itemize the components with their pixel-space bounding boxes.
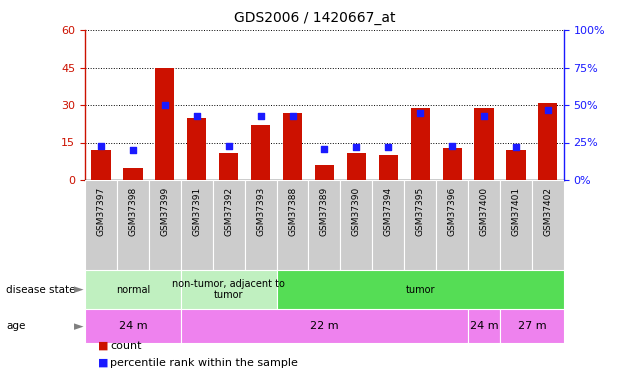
Text: count: count [110, 340, 142, 351]
Bar [181, 270, 277, 309]
Bar [181, 309, 468, 343]
Bar [538, 102, 558, 180]
Bar [507, 150, 525, 180]
Point [319, 146, 329, 152]
Text: age: age [6, 321, 26, 331]
Bar [315, 165, 334, 180]
Bar [372, 180, 404, 270]
Point [447, 142, 457, 148]
Text: 27 m: 27 m [518, 321, 546, 331]
Bar [155, 68, 175, 180]
Point [415, 110, 425, 116]
Point [256, 112, 266, 118]
Bar [85, 309, 181, 343]
Text: disease state: disease state [6, 285, 76, 295]
Text: GDS2006 / 1420667_at: GDS2006 / 1420667_at [234, 11, 396, 25]
Point [479, 112, 489, 118]
Bar [181, 180, 213, 270]
Text: GSM37401: GSM37401 [512, 187, 520, 236]
Bar [149, 180, 181, 270]
Point [224, 142, 234, 148]
Bar [532, 180, 564, 270]
Bar [468, 309, 500, 343]
Bar [251, 125, 270, 180]
Text: GSM37390: GSM37390 [352, 187, 361, 237]
Bar [277, 270, 564, 309]
Bar [213, 180, 244, 270]
Bar [117, 180, 149, 270]
Text: ►: ► [74, 320, 84, 333]
Text: GSM37396: GSM37396 [448, 187, 457, 237]
Text: 24 m: 24 m [470, 321, 498, 331]
Text: non-tumor, adjacent to
tumor: non-tumor, adjacent to tumor [172, 279, 285, 300]
Text: tumor: tumor [406, 285, 435, 295]
Bar [283, 112, 302, 180]
Point [511, 144, 521, 150]
Text: GSM37391: GSM37391 [192, 187, 201, 237]
Bar [474, 108, 494, 180]
Text: GSM37389: GSM37389 [320, 187, 329, 237]
Bar [123, 168, 142, 180]
Text: GSM37402: GSM37402 [544, 187, 553, 236]
Point [352, 144, 362, 150]
Text: GSM37394: GSM37394 [384, 187, 392, 236]
Text: percentile rank within the sample: percentile rank within the sample [110, 357, 298, 368]
Bar [219, 153, 238, 180]
Text: GSM37393: GSM37393 [256, 187, 265, 237]
Bar [468, 180, 500, 270]
Bar [379, 155, 398, 180]
Text: 22 m: 22 m [310, 321, 339, 331]
Bar [91, 150, 111, 180]
Bar [85, 270, 181, 309]
Point [543, 106, 553, 112]
Bar [244, 180, 277, 270]
Bar [436, 180, 468, 270]
Bar [277, 180, 309, 270]
Point [128, 147, 138, 153]
Point [383, 144, 393, 150]
Text: normal: normal [116, 285, 150, 295]
Bar [500, 309, 564, 343]
Point [96, 142, 106, 148]
Bar [411, 108, 430, 180]
Bar [340, 180, 372, 270]
Bar [187, 117, 207, 180]
Bar [85, 180, 117, 270]
Text: GSM37392: GSM37392 [224, 187, 233, 236]
Text: GSM37398: GSM37398 [129, 187, 137, 237]
Bar [346, 153, 366, 180]
Text: GSM37399: GSM37399 [161, 187, 169, 237]
Text: GSM37397: GSM37397 [96, 187, 105, 237]
Text: GSM37395: GSM37395 [416, 187, 425, 237]
Point [287, 112, 297, 118]
Text: 24 m: 24 m [118, 321, 147, 331]
Text: GSM37388: GSM37388 [288, 187, 297, 237]
Text: ■: ■ [98, 340, 108, 351]
Text: ■: ■ [98, 357, 108, 368]
Bar [309, 180, 340, 270]
Point [160, 102, 170, 108]
Bar [500, 180, 532, 270]
Bar [442, 147, 462, 180]
Text: ►: ► [74, 283, 84, 296]
Bar [404, 180, 436, 270]
Point [192, 112, 202, 118]
Text: GSM37400: GSM37400 [479, 187, 488, 236]
